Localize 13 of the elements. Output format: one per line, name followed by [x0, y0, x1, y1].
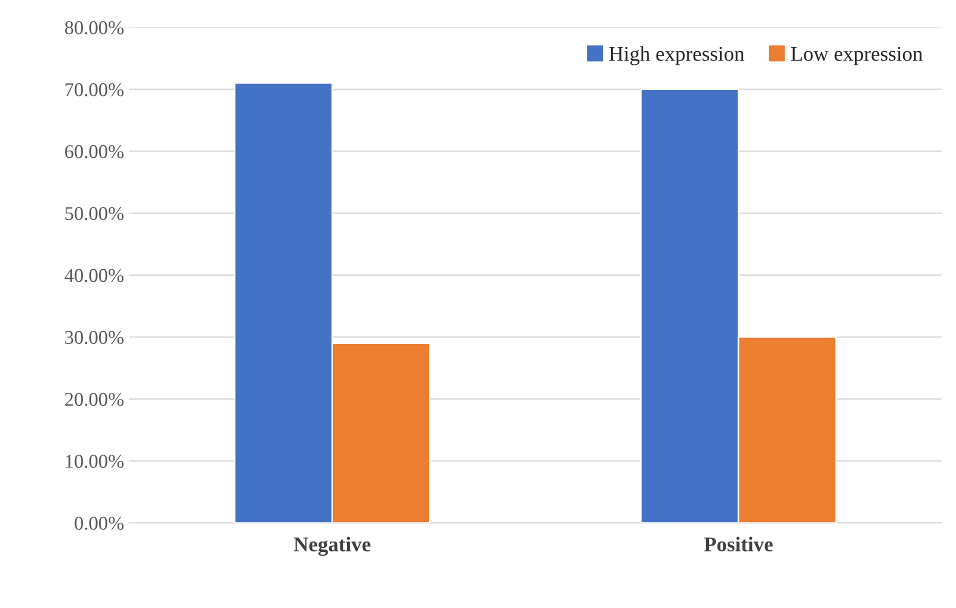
- y-tick-label: 70.00%: [66, 83, 124, 96]
- y-tick-label: 10.00%: [66, 454, 124, 468]
- legend-label: Low expression: [791, 46, 923, 66]
- y-tick-label: 40.00%: [64, 268, 124, 282]
- y-tick-label: 80.00%: [64, 21, 124, 34]
- y-tick-label: 60.00%: [65, 145, 124, 158]
- x-tick-label: Negative: [294, 536, 370, 556]
- y-tick-label: 30.00%: [65, 330, 124, 344]
- y-tick-label: 50.00%: [65, 206, 124, 220]
- x-tick-label: Positive: [704, 536, 773, 552]
- y-tick-label: 0.00%: [74, 516, 124, 530]
- legend-label: High expression: [609, 46, 744, 66]
- y-tick-label: 20.00%: [65, 392, 124, 406]
